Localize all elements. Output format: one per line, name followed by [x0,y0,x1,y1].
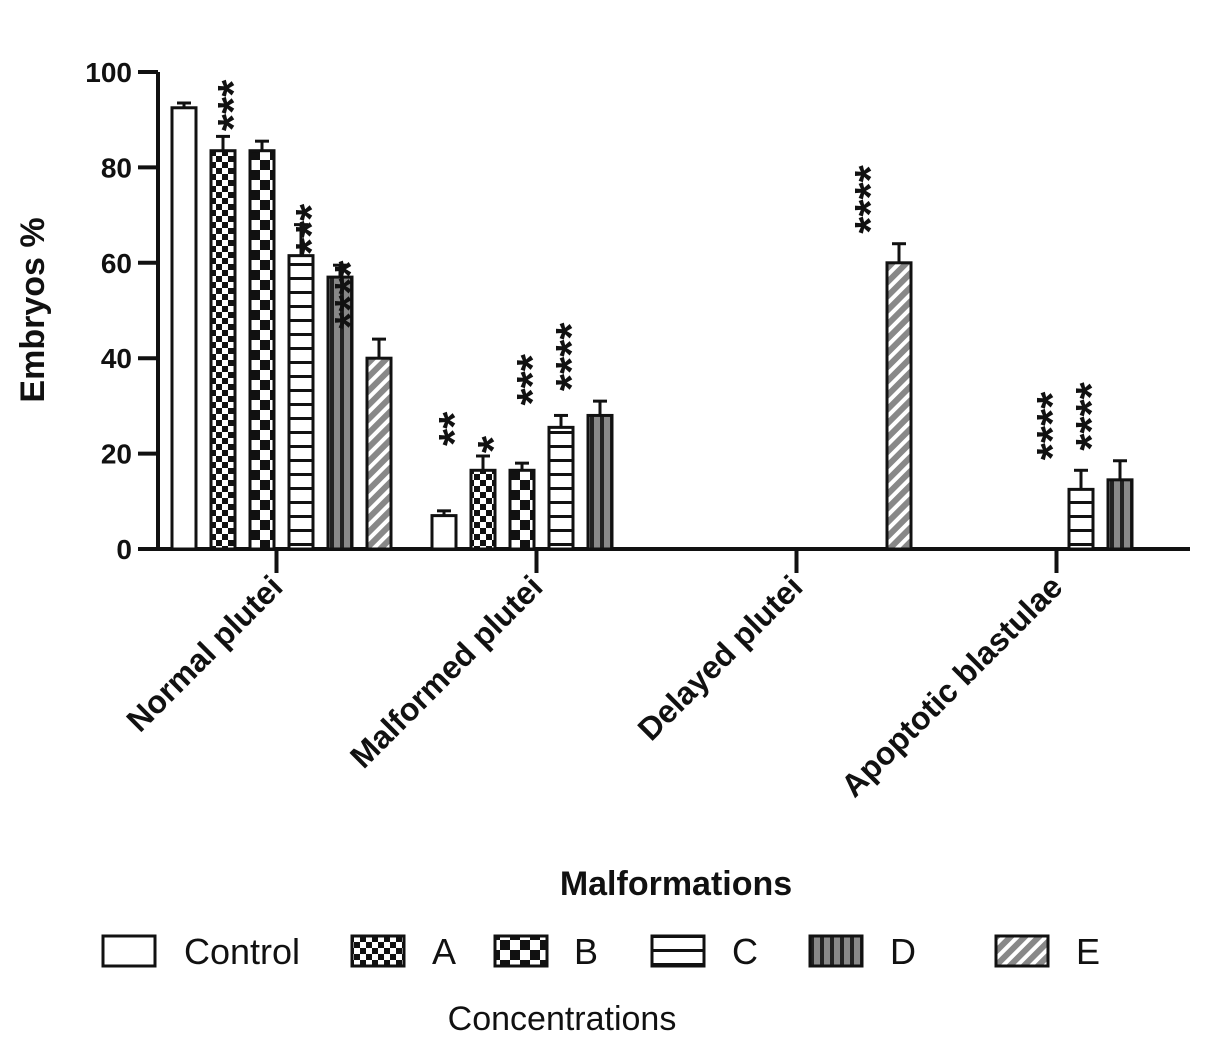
bar-d-0 [326,275,354,551]
significance-mark: **** [1067,381,1116,450]
legend-swatch [350,934,406,968]
category-label: Delayed plutei [631,568,810,747]
y-tick-label: 0 [116,534,132,565]
y-axis-ticks: 0 20 40 60 80 100 [85,57,158,565]
legend-swatch [808,934,864,968]
legend-swatch [994,934,1050,968]
legend-item-c: C [650,931,758,972]
legend-swatch [650,934,706,968]
bar-a-0 [209,149,237,551]
legend-item-control: Control [101,931,300,972]
bar-control-0 [170,106,198,551]
legend-label: E [1076,931,1100,972]
y-axis-title: Embryos % [14,217,52,402]
bar-b-1 [508,468,536,551]
legend-label: D [890,931,916,972]
category-label: Apoptotic blastulae [834,568,1069,803]
bar-e-2 [885,261,913,551]
bar-control-1 [430,514,458,551]
significance-mark: ** [430,411,479,446]
bar-c-3 [1067,487,1095,551]
legend-label: C [732,931,758,972]
legend-swatch [101,934,157,968]
bar-c-1 [547,425,575,551]
significance-mark: **** [326,260,375,329]
bar-e-0 [365,356,393,551]
y-tick-label: 20 [101,439,132,470]
bar-d-3 [1106,478,1134,551]
bar-b-0 [248,149,276,551]
bar-c-0 [287,254,315,551]
y-tick-label: 80 [101,152,132,183]
significance-mark: **** [1028,391,1077,460]
x-axis-title: Malformations [560,865,792,903]
y-tick-label: 60 [101,248,132,279]
significance-mark: *** [209,79,258,131]
legend-title: Concentrations [448,1000,677,1038]
significance-marks: ******************************** [209,79,1116,460]
significance-mark: * [469,435,518,453]
error-bars [177,101,1127,516]
legend: Control A B C D E [101,931,1100,972]
significance-mark: *** [287,203,336,255]
bars [170,106,1134,551]
legend-item-a: A [350,931,456,972]
bar-d-1 [586,413,614,551]
significance-mark: **** [547,322,596,391]
bar-a-1 [469,468,497,551]
legend-swatch [493,934,549,968]
y-tick-label: 40 [101,343,132,374]
legend-label: Control [184,931,300,972]
legend-label: B [574,931,598,972]
legend-item-b: B [493,931,598,972]
category-label: Normal plutei [119,568,289,738]
legend-item-e: E [994,931,1100,972]
legend-label: A [432,931,456,972]
legend-item-d: D [808,931,916,972]
x-axis-ticks: Normal plutei Malformed plutei Delayed plu… [119,549,1069,804]
y-tick-label: 100 [85,57,132,88]
significance-mark: *** [508,353,557,405]
significance-mark: **** [846,164,895,233]
category-label: Malformed plutei [343,568,549,774]
